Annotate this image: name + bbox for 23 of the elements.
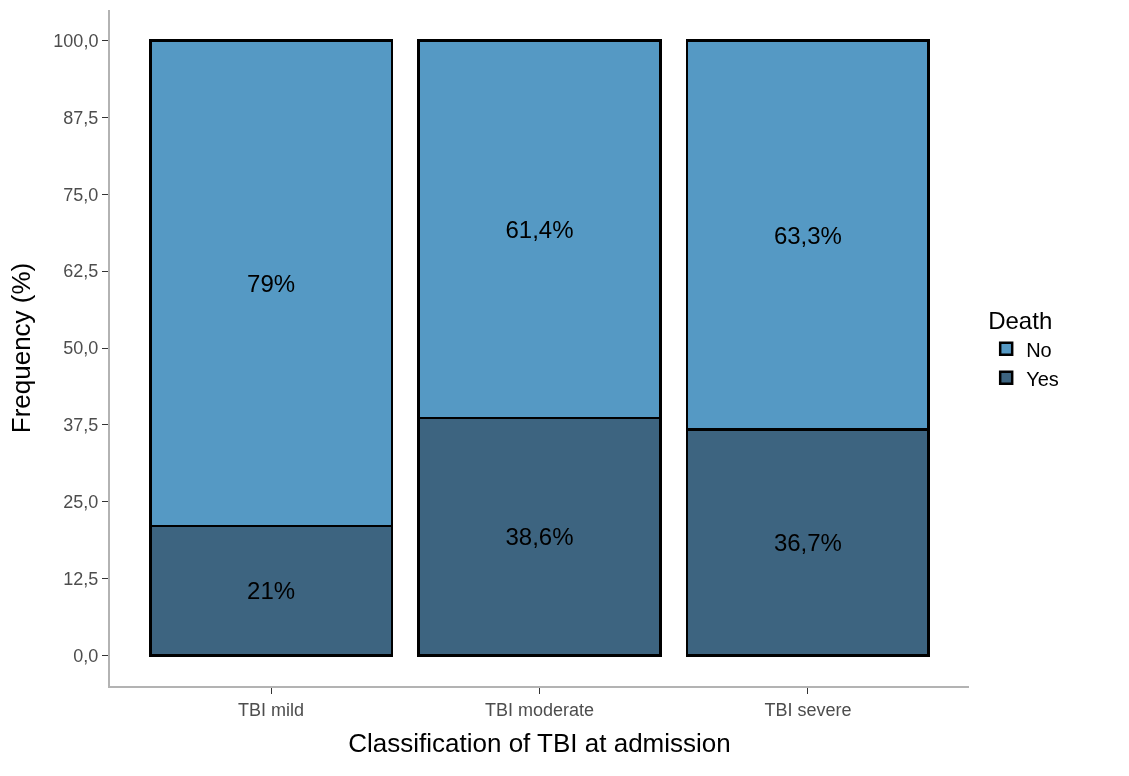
data-label: 36,7% <box>773 529 842 556</box>
y-tick-label: 50,0 <box>63 338 99 359</box>
legend-label: No <box>1026 338 1052 361</box>
legend-label: Yes <box>1026 367 1059 390</box>
data-label: 61,4% <box>505 215 574 243</box>
data-label: 63,3% <box>773 221 842 249</box>
y-tick-label: 0,0 <box>73 645 99 666</box>
data-label: 79% <box>247 269 296 297</box>
x-axis-title: Classification of TBI at admission <box>348 727 731 758</box>
y-tick-label: 25,0 <box>63 491 99 512</box>
x-tick-label: TBI moderate <box>484 699 595 720</box>
y-tick-label: 75,0 <box>63 184 99 205</box>
x-tick-label: TBI severe <box>764 699 852 720</box>
y-axis-title: Frequency (%) <box>6 262 37 434</box>
y-tick-label: 62,5 <box>63 261 99 282</box>
x-tick-label: TBI mild <box>238 699 305 720</box>
y-tick-label: 87,5 <box>63 107 99 128</box>
legend-title: Death <box>988 307 1053 335</box>
data-label: 21% <box>247 577 296 605</box>
data-label: 38,6% <box>505 523 574 551</box>
y-tick-label: 12,5 <box>63 568 99 589</box>
y-tick-label: 37,5 <box>63 415 99 436</box>
y-tick-label: 100,0 <box>53 31 99 52</box>
